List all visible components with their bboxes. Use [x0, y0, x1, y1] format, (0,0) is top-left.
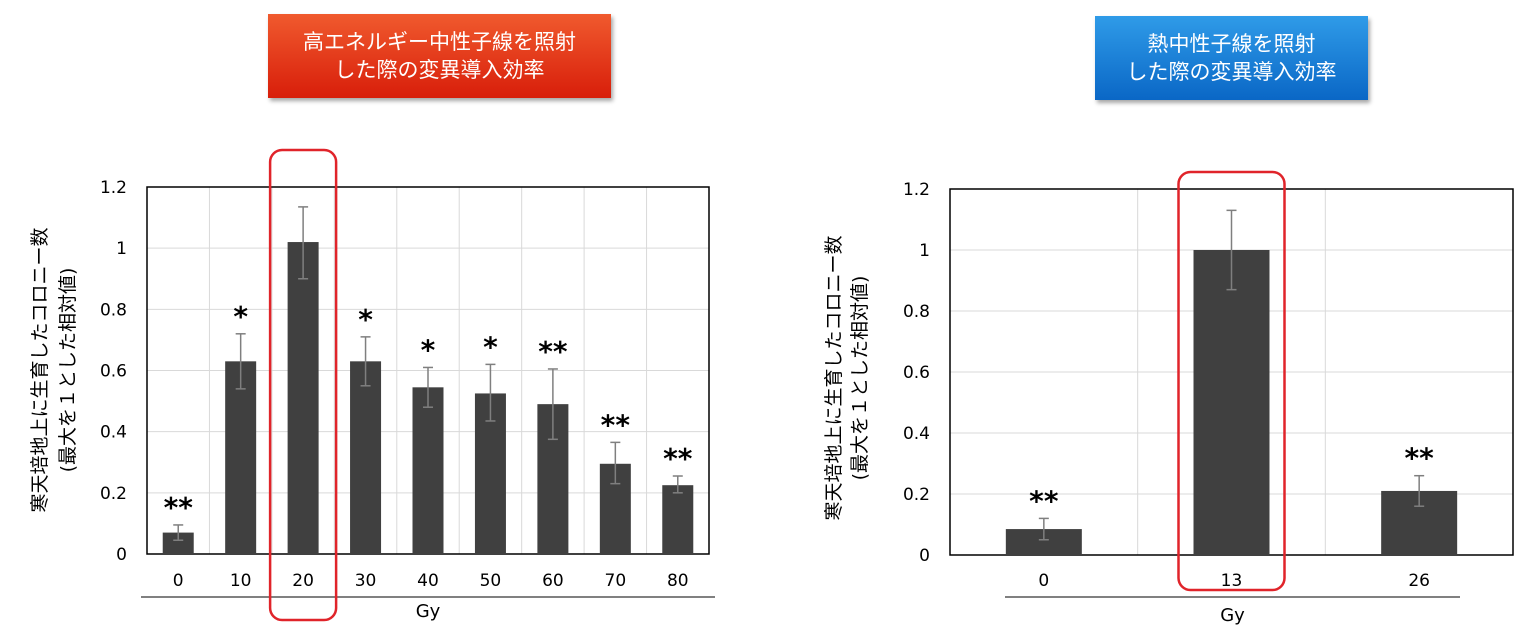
significance-mark: ** [1029, 484, 1059, 517]
thermal-neutron-banner: 熱中性子線を照射 した際の変異導入効率 [1095, 16, 1368, 100]
x-tick-label: 0 [173, 571, 184, 591]
x-tick-label: 26 [1408, 571, 1430, 591]
x-tick-label: 10 [230, 571, 252, 591]
y-axis-label: (最大を１とした相対値) [57, 268, 79, 473]
bar [350, 361, 382, 554]
y-tick-label: 0.6 [100, 362, 127, 382]
x-tick-label: 50 [480, 571, 502, 591]
y-tick-label: 0.4 [100, 423, 127, 443]
y-tick-label: 0.8 [100, 300, 127, 320]
y-axis-label: (最大を１とした相対値) [849, 276, 871, 481]
y-tick-label: 0.8 [903, 302, 930, 322]
high-energy-neutron-banner: 高エネルギー中性子線を照射 した際の変異導入効率 [268, 14, 611, 98]
bar [1193, 250, 1270, 555]
x-tick-label: 13 [1221, 571, 1243, 591]
significance-mark: * [421, 333, 436, 366]
bar [662, 485, 694, 554]
x-tick-label: 30 [355, 571, 377, 591]
bar [287, 242, 319, 555]
banner-line: した際の変異導入効率 [1126, 60, 1337, 84]
y-axis-label: 寒天培地上に生育したコロニー数 [29, 227, 51, 512]
x-axis-label: Gy [416, 601, 441, 622]
x-tick-label: 70 [605, 571, 627, 591]
bar [412, 387, 444, 554]
significance-mark: * [358, 303, 373, 336]
y-tick-label: 0.6 [903, 363, 930, 383]
banner-line: した際の変異導入効率 [334, 58, 545, 82]
y-tick-label: 0 [116, 545, 127, 565]
banner-line: 高エネルギー中性子線を照射 [303, 30, 576, 54]
y-tick-label: 0 [919, 546, 930, 566]
x-tick-label: 40 [417, 571, 439, 591]
bar [162, 532, 194, 554]
x-tick-label: 20 [292, 571, 314, 591]
x-tick-label: 0 [1038, 571, 1049, 591]
y-tick-label: 0.2 [100, 484, 127, 504]
y-tick-label: 1.2 [100, 178, 127, 198]
significance-mark: ** [538, 335, 568, 368]
y-axis-label: 寒天培地上に生育したコロニー数 [823, 235, 845, 520]
x-tick-label: 60 [542, 571, 564, 591]
significance-mark: ** [1405, 442, 1435, 475]
significance-mark: * [483, 330, 498, 363]
y-tick-label: 0.2 [903, 485, 930, 505]
significance-mark: ** [663, 442, 693, 475]
significance-mark: ** [164, 491, 194, 524]
x-tick-label: 80 [667, 571, 689, 591]
significance-mark: ** [601, 408, 631, 441]
banner-line: 熱中性子線を照射 [1147, 32, 1316, 56]
x-axis-label: Gy [1220, 605, 1245, 626]
significance-mark: * [233, 300, 248, 333]
highlight-box [268, 148, 338, 622]
y-tick-label: 1 [919, 241, 930, 261]
y-tick-label: 0.4 [903, 424, 930, 444]
highlight-box [1177, 170, 1286, 592]
y-tick-label: 1 [116, 239, 127, 259]
y-tick-label: 1.2 [903, 180, 930, 200]
bar [225, 361, 257, 554]
